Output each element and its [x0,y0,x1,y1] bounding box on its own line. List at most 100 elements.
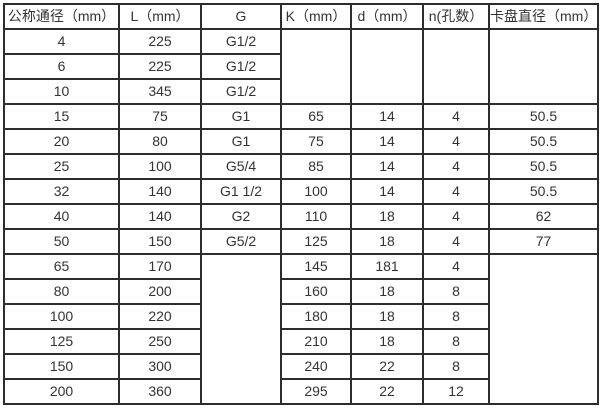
cell-l: 225 [118,53,202,80]
cell-dn: 25 [3,153,120,180]
column-header-n-holes: n(孔数） [422,3,490,30]
cell-k: 125 [280,228,352,255]
cell-l: 250 [118,328,202,355]
cell-d: 14 [350,103,424,130]
cell-g: G1/2 [200,53,282,80]
cell-g: G1/2 [200,78,282,105]
cell-g: G1 [200,103,282,130]
table-row: 125 250 210 18 8 [3,328,598,355]
cell-g: G1/2 [200,28,282,55]
cell-n: 4 [422,153,490,180]
cell-n: 4 [422,178,490,205]
cell-k: 295 [280,378,352,405]
cell-k: 240 [280,353,352,380]
cell-dn: 50 [3,228,120,255]
cell-dn: 32 [3,178,120,205]
cell-chuck: 77 [488,228,599,255]
cell-n: 4 [422,253,490,280]
table-row: 150 300 240 22 8 [3,353,598,380]
cell-g: G1 [200,128,282,155]
cell-l: 300 [118,353,202,380]
cell-l: 80 [118,128,202,155]
table-row: 10 345 G1/2 [3,78,598,105]
cell-l: 220 [118,303,202,330]
cell-n: 4 [422,228,490,255]
cell-chuck: 50.5 [488,153,599,180]
cell-g: G2 [200,203,282,230]
cell-l: 140 [118,203,202,230]
cell-l: 75 [118,103,202,130]
cell-n: 8 [422,353,490,380]
cell-d: 18 [350,203,424,230]
table-row: 20 80 G1 75 14 4 50.5 [3,128,599,155]
cell-k: 110 [280,203,352,230]
cell-k: 85 [280,153,352,180]
column-header-k: K（mm） [280,3,352,30]
cell-chuck: 50.5 [488,103,599,130]
cell-k: 180 [280,303,352,330]
table-row: 200 360 295 22 12 [3,378,598,405]
cell-n: 8 [422,328,490,355]
cell-k: 145 [280,253,352,280]
cell-d: 14 [350,153,424,180]
cell-l: 170 [118,253,202,280]
cell-l: 150 [118,228,202,255]
cell-dn: 40 [3,203,120,230]
cell-l: 225 [118,28,202,55]
column-header-nominal-diameter: 公称通径（mm） [3,3,120,30]
cell-dn: 150 [3,353,120,380]
empty-cell-n [422,28,490,105]
cell-n: 8 [422,303,490,330]
cell-l: 100 [118,153,202,180]
cell-chuck: 50.5 [488,178,599,205]
table-row: 公称通径（mm） L（mm） G K（mm） d（mm） n(孔数） 卡盘直径（… [3,3,599,30]
cell-d: 14 [350,128,424,155]
cell-k: 75 [280,128,352,155]
cell-g: G5/4 [200,153,282,180]
cell-d: 18 [350,303,424,330]
cell-d: 18 [350,228,424,255]
cell-l: 345 [118,78,202,105]
cell-n: 8 [422,278,490,305]
cell-k: 100 [280,178,352,205]
empty-cell-k [280,28,352,105]
cell-n: 4 [422,128,490,155]
table-row: 40 140 G2 110 18 4 62 [3,203,599,230]
table-row: 100 220 180 18 8 [3,303,598,330]
cell-dn: 125 [3,328,120,355]
table-body: 4 225 G1/2 6 225 G1/2 10 345 G1/2 15 75 [3,28,599,405]
cell-dn: 65 [3,253,120,280]
cell-g: G5/2 [200,228,282,255]
cell-dn: 15 [3,103,120,130]
column-header-chuck-diameter: 卡盘直径（mm） [488,3,599,30]
cell-d: 22 [350,378,424,405]
cell-l: 200 [118,278,202,305]
cell-k: 160 [280,278,352,305]
cell-k: 65 [280,103,352,130]
cell-dn: 4 [3,28,120,55]
cell-chuck: 62 [488,203,599,230]
table-row: 80 200 160 18 8 [3,278,598,305]
table-row: 15 75 G1 65 14 4 50.5 [3,103,599,130]
cell-dn: 6 [3,53,120,80]
empty-cell-chuck [488,253,599,405]
cell-dn: 80 [3,278,120,305]
dimension-spec-table: 公称通径（mm） L（mm） G K（mm） d（mm） n(孔数） 卡盘直径（… [3,3,599,405]
table-row: 32 140 G1 1/2 100 14 4 50.5 [3,178,599,205]
cell-n: 12 [422,378,490,405]
cell-d: 22 [350,353,424,380]
empty-cell-d [350,28,424,105]
cell-d: 18 [350,328,424,355]
cell-chuck: 50.5 [488,128,599,155]
cell-l: 360 [118,378,202,405]
cell-dn: 20 [3,128,120,155]
table-row: 65 170 145 181 4 [3,253,599,405]
cell-n: 4 [422,103,490,130]
table-row: 25 100 G5/4 85 14 4 50.5 [3,153,599,180]
table-row: 6 225 G1/2 [3,53,598,80]
cell-g: G1 1/2 [200,178,282,205]
cell-dn: 200 [3,378,120,405]
table-header-row: 公称通径（mm） L（mm） G K（mm） d（mm） n(孔数） 卡盘直径（… [3,3,599,30]
empty-cell-chuck [488,28,599,105]
